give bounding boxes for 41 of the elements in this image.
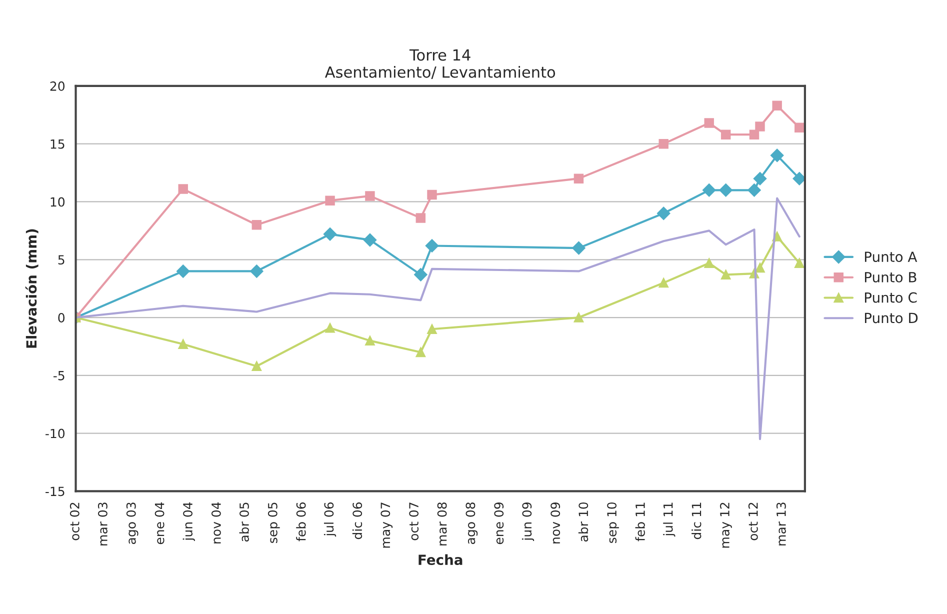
x-tick-label: nov 09	[550, 502, 560, 544]
x-tick-label: ago 08	[466, 502, 478, 544]
x-tick-label: oct 07	[409, 502, 419, 540]
x-tick-label: nov 04	[211, 502, 221, 544]
y-tick-label: 10	[50, 197, 65, 207]
x-tick-label: may 07	[380, 502, 393, 548]
x-tick-label: mar 03	[98, 502, 108, 546]
legend-label: Punto B	[864, 272, 916, 282]
x-tick-label: jul 11	[663, 502, 676, 537]
y-tick-label: 20	[50, 81, 65, 91]
y-axis-title: Elevación (mm)	[25, 229, 38, 348]
x-tick-label: mar 08	[437, 502, 447, 546]
x-tick-label: oct 12	[748, 502, 758, 540]
x-tick-label: ene 09	[494, 502, 504, 544]
x-tick-label: ago 03	[126, 502, 138, 544]
x-tick-label: sep 10	[607, 502, 619, 543]
y-tick-label: -5	[53, 371, 64, 380]
x-tick-label: ene 04	[154, 502, 164, 544]
y-tick-label: 15	[50, 139, 64, 149]
y-tick-label: 0	[58, 312, 65, 322]
x-tick-label: oct 02	[70, 502, 80, 540]
x-axis-title: Fecha	[418, 554, 462, 566]
x-tick-label: dic 06	[352, 502, 362, 540]
chart-title: Torre 14 Asentamiento/ Levantamiento	[324, 49, 556, 80]
x-tick-label: abr 10	[578, 502, 588, 542]
x-tick-label: jul 06	[324, 502, 336, 537]
y-tick-label: -10	[46, 428, 65, 438]
legend-label: Punto C	[864, 292, 917, 303]
x-tick-label: dic 11	[692, 502, 702, 540]
x-tick-label: jun 04	[182, 502, 195, 542]
x-tick-label: feb 06	[296, 502, 306, 542]
legend-label: Punto A	[864, 252, 918, 262]
x-tick-label: may 12	[720, 502, 732, 548]
x-tick-label: sep 05	[268, 502, 280, 543]
legend-label: Punto D	[864, 312, 918, 324]
x-tick-label: mar 13	[776, 502, 786, 546]
y-tick-label: 5	[58, 255, 64, 265]
y-tick-label: -15	[46, 486, 64, 496]
x-tick-label: feb 11	[635, 502, 645, 542]
x-tick-label: jun 09	[522, 502, 534, 542]
x-tick-label: abr 05	[239, 502, 249, 542]
